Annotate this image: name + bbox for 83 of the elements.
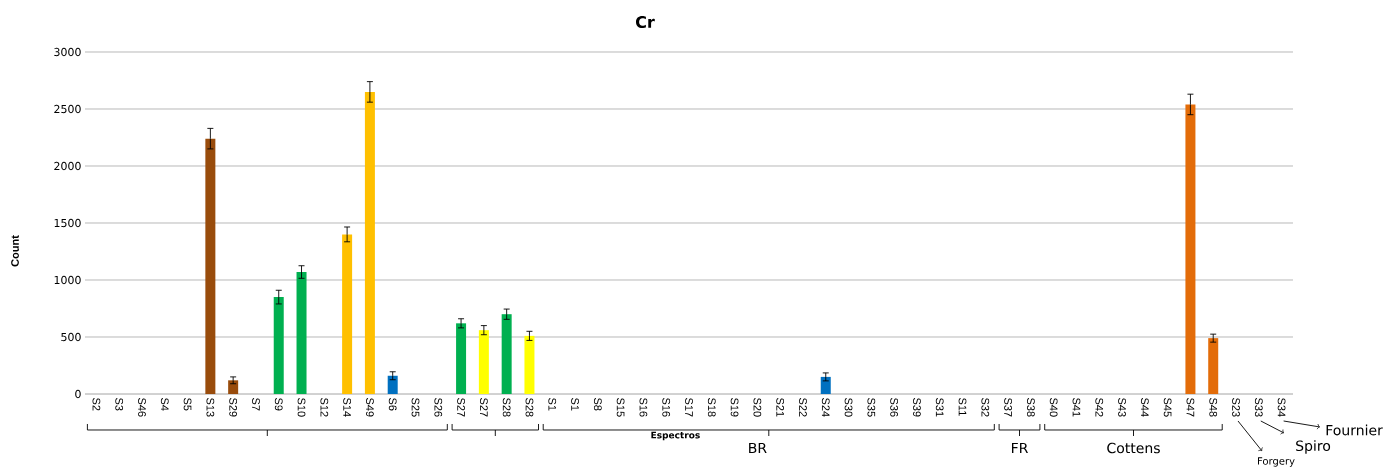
x-tick-label: S6 — [388, 398, 397, 411]
y-tick-label: 2500 — [54, 104, 81, 114]
x-tick-label: S28 — [502, 398, 511, 417]
text: Fournier — [1326, 424, 1383, 436]
bar — [296, 272, 307, 394]
bar — [478, 330, 489, 394]
bar — [387, 375, 398, 394]
x-tick-label: S39 — [913, 398, 921, 417]
bar — [1208, 338, 1219, 394]
x-tick-label: S49 — [366, 398, 374, 417]
x-tick-label: S8 — [593, 398, 602, 411]
y-axis-title: Count — [11, 235, 19, 267]
x-tick-label: S36 — [890, 398, 899, 417]
bar — [820, 376, 831, 394]
bar — [501, 314, 512, 394]
bar — [342, 234, 353, 394]
text: Forgery — [1258, 457, 1295, 467]
x-tick-label: S4 — [160, 398, 169, 411]
x-tick-label: S40 — [1049, 398, 1058, 417]
x-tick-label: S41 — [1072, 398, 1081, 417]
text: BR — [749, 442, 767, 454]
x-tick-label: S31 — [935, 398, 944, 417]
x-tick-label: S48 — [1209, 398, 1218, 417]
text: Espectros — [651, 431, 700, 441]
x-tick-label: S32 — [981, 398, 990, 417]
bar — [228, 380, 239, 394]
text: FR — [1012, 442, 1028, 454]
x-tick-label: S42 — [1095, 398, 1104, 417]
x-tick-label: S34 — [1277, 398, 1286, 417]
x-tick-label: S20 — [753, 398, 762, 417]
x-tick-label: S18 — [707, 398, 716, 417]
text: Spiro — [1296, 440, 1331, 454]
x-tick-label: S1 — [548, 398, 557, 411]
x-tick-label: S21 — [776, 398, 785, 417]
x-tick-label: S45 — [1163, 398, 1172, 417]
x-tick-label: S16 — [639, 398, 648, 417]
x-tick-label: S1 — [571, 398, 579, 411]
x-tick-label: S22 — [799, 398, 807, 417]
x-tick-label: S19 — [730, 398, 739, 417]
y-tick-label: 3000 — [54, 47, 81, 57]
x-tick-label: S30 — [844, 398, 853, 417]
y-tick-label: 2000 — [54, 161, 81, 171]
text: Cottens — [1107, 442, 1160, 454]
x-tick-label: S17 — [685, 398, 693, 417]
x-tick-label: S11 — [958, 398, 967, 416]
bar — [273, 297, 284, 394]
x-tick-label: S29 — [229, 398, 238, 417]
x-tick-label: S7 — [252, 398, 260, 411]
x-tick-label: S28 — [525, 398, 534, 417]
x-tick-label: S33 — [1254, 398, 1263, 417]
x-tick-label: S15 — [616, 398, 625, 417]
x-tick-label: S25 — [411, 398, 420, 417]
y-tick-label: 1000 — [54, 275, 81, 285]
x-tick-label: S35 — [867, 398, 876, 417]
x-tick-label: S12 — [320, 398, 329, 417]
x-tick-label: S23 — [1232, 398, 1240, 417]
x-tick-label: S16 — [662, 398, 671, 417]
chart-title: Cr — [635, 15, 655, 29]
bar — [524, 335, 535, 394]
x-tick-label: S38 — [1026, 398, 1035, 417]
x-tick-label: S27 — [457, 398, 465, 417]
bar — [456, 323, 467, 394]
y-tick-label: 0 — [75, 389, 81, 399]
x-tick-label: S47 — [1186, 398, 1195, 417]
y-tick-label: 500 — [61, 332, 81, 342]
bar — [205, 138, 216, 394]
x-tick-label: S46 — [138, 398, 146, 417]
x-tick-label: S2 — [92, 398, 101, 411]
x-tick-label: S10 — [297, 398, 306, 417]
x-tick-label: S24 — [821, 398, 830, 417]
x-tick-label: S44 — [1140, 398, 1149, 417]
bar — [364, 91, 375, 394]
x-tick-label: S37 — [1004, 398, 1012, 417]
x-tick-label: S14 — [343, 398, 351, 417]
x-tick-label: S43 — [1118, 398, 1126, 417]
y-tick-label: 1500 — [54, 218, 81, 228]
x-tick-label: S13 — [206, 398, 215, 417]
x-tick-label: S9 — [274, 398, 283, 411]
bar — [1185, 104, 1196, 394]
x-tick-label: S27 — [479, 398, 488, 417]
x-tick-label: S26 — [434, 398, 443, 417]
x-tick-label: S3 — [115, 398, 124, 411]
x-tick-label: S5 — [183, 398, 192, 411]
